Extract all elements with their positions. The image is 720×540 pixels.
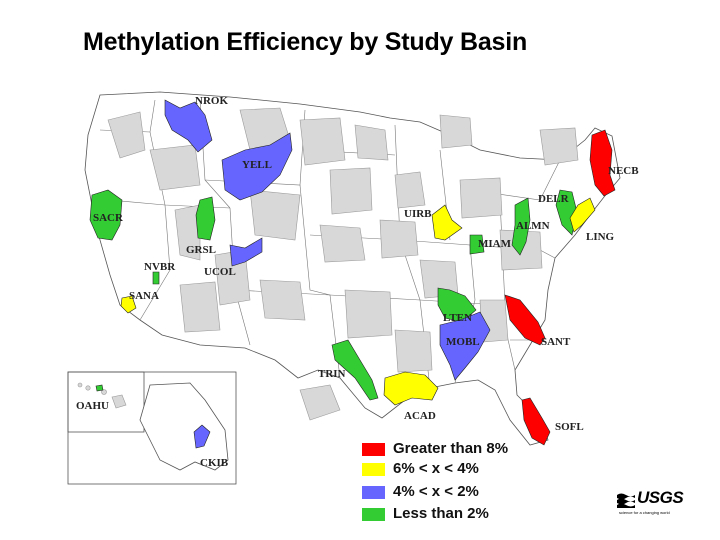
basin-sofl xyxy=(521,397,551,446)
label-trin: TRIN xyxy=(318,368,346,380)
basin-ckib xyxy=(193,424,211,449)
label-oahu: OAHU xyxy=(76,400,109,412)
basin-ling xyxy=(569,197,596,233)
label-ling: LING xyxy=(586,231,615,243)
basin-oahu xyxy=(95,384,104,392)
usgs-tagline: science for a changing world xyxy=(619,510,670,515)
legend-label: Less than 2% xyxy=(393,505,489,522)
label-mobl: MOBL xyxy=(446,336,480,348)
basin-sana xyxy=(120,295,137,314)
legend-swatch-green xyxy=(362,508,385,521)
basin-trin xyxy=(331,339,379,401)
label-grsl: GRSL xyxy=(186,244,216,256)
legend-label: 6% < x < 4% xyxy=(393,460,479,477)
label-sofl: SOFL xyxy=(555,421,584,433)
map-title: Methylation Efficiency by Study Basin xyxy=(83,28,528,56)
label-delr: DELR xyxy=(538,193,570,205)
label-sana: SANA xyxy=(129,290,159,302)
label-ckib: CKIB xyxy=(200,457,229,469)
legend-swatch-yellow xyxy=(362,463,385,476)
label-yell: YELL xyxy=(242,159,272,171)
alaska-inset-frame xyxy=(67,371,237,485)
basin-mobl xyxy=(439,311,491,381)
label-nvbr: NVBR xyxy=(144,261,176,273)
label-sant: SANT xyxy=(541,336,571,348)
legend-label: Greater than 8% xyxy=(393,440,509,457)
hawaii-inset-frame xyxy=(67,371,145,433)
usgs-wordmark: USGS xyxy=(637,488,684,507)
basin-sacr xyxy=(89,189,123,241)
label-acad: ACAD xyxy=(404,410,436,422)
legend-label: 4% < x < 2% xyxy=(393,483,479,500)
usgs-wave-icon xyxy=(617,493,635,508)
legend-swatch-blue xyxy=(362,486,385,499)
alaska-outline xyxy=(139,382,229,471)
legend-swatch-red xyxy=(362,443,385,456)
hawaii-islands xyxy=(77,382,127,409)
label-almn: ALMN xyxy=(516,220,550,232)
basin-ucol xyxy=(229,237,263,267)
basin-uirb xyxy=(431,204,463,241)
basin-lten xyxy=(437,287,477,323)
label-nrok: NROK xyxy=(195,95,228,107)
label-sacr: SACR xyxy=(93,212,124,224)
basin-nrok xyxy=(164,99,213,153)
usgs-logo: USGS science for a changing world xyxy=(617,488,687,520)
basin-almn xyxy=(511,197,531,256)
label-uirb: UIRB xyxy=(404,208,432,220)
label-ucol: UCOL xyxy=(204,266,236,278)
label-necb: NECB xyxy=(608,165,639,177)
basin-nvbr xyxy=(152,271,160,285)
label-miam: MIAM xyxy=(478,238,512,250)
basin-sant xyxy=(504,294,546,346)
label-lten: LTEN xyxy=(443,312,472,324)
basin-necb xyxy=(589,129,616,197)
basin-yell xyxy=(221,132,293,201)
basin-acad xyxy=(383,371,439,406)
basin-grsl xyxy=(195,196,216,241)
basin-miam xyxy=(469,234,485,255)
